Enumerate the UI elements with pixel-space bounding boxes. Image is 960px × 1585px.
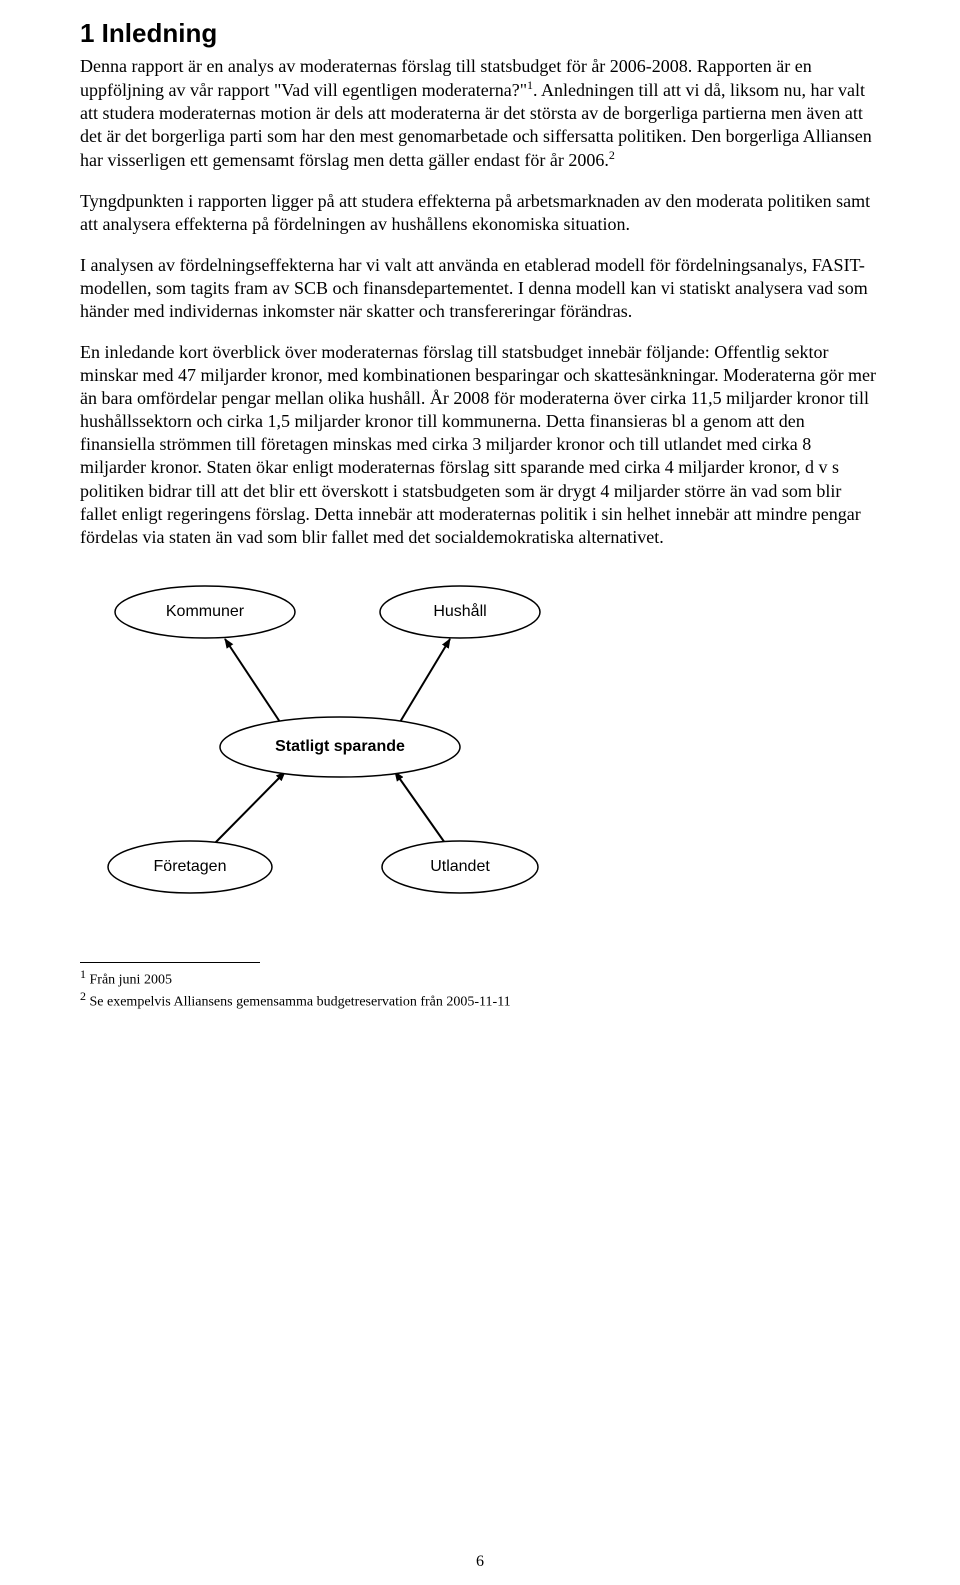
paragraph-1: Denna rapport är en analys av moderatern… [80, 55, 880, 172]
footnote-2: 2 Se exempelvis Alliansens gemensamma bu… [80, 989, 880, 1012]
footnote-ref-2: 2 [609, 148, 615, 162]
footnote-1-text: Från juni 2005 [86, 972, 172, 987]
flowchart-svg: Kommuner Hushåll Statligt sparande Företage… [80, 567, 640, 897]
node-center: Statligt sparande [220, 717, 460, 777]
footnote-2-text: Se exempelvis Alliansens gemensamma budg… [86, 995, 511, 1010]
node-label-foretagen: Företagen [154, 858, 227, 875]
node-hushall: Hushåll [380, 586, 540, 638]
paragraph-2: Tyngdpunkten i rapporten ligger på att s… [80, 190, 880, 236]
edge-foretagen-center [215, 772, 285, 843]
section-heading: 1 Inledning [80, 18, 880, 49]
edge-center-kommuner [225, 639, 280, 722]
paragraph-3: I analysen av fördelningseffekterna har … [80, 254, 880, 323]
node-kommuner: Kommuner [115, 586, 295, 638]
node-label-hushall: Hushåll [433, 602, 486, 620]
document-page: 1 Inledning Denna rapport är en analys a… [0, 0, 960, 1585]
page-number: 6 [0, 1553, 960, 1571]
node-label-utlandet: Utlandet [430, 858, 490, 875]
paragraph-4: En inledande kort överblick över moderat… [80, 341, 880, 548]
edge-utlandet-center [395, 772, 445, 843]
footnote-separator [80, 962, 260, 963]
node-label-kommuner: Kommuner [166, 603, 245, 620]
node-utlandet: Utlandet [382, 841, 538, 893]
node-foretagen: Företagen [108, 841, 272, 893]
edge-center-hushall [400, 639, 450, 722]
node-label-center: Statligt sparande [275, 738, 405, 755]
footnote-1: 1 Från juni 2005 [80, 967, 880, 990]
flowchart-diagram: Kommuner Hushåll Statligt sparande Företage… [80, 567, 640, 902]
